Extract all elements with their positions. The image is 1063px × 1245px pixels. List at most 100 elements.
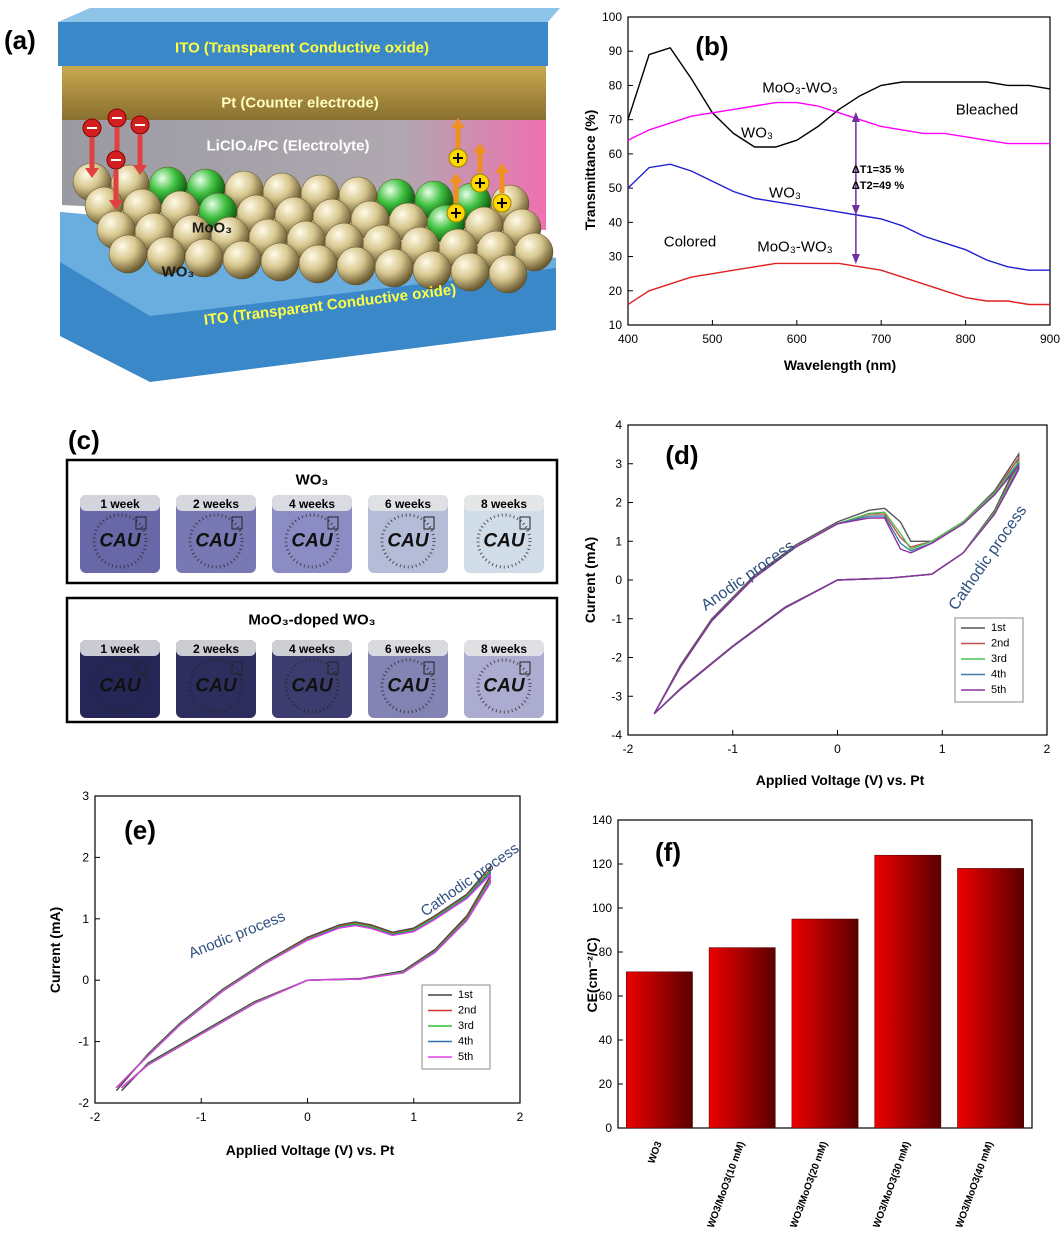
sample-label: 1 week: [100, 497, 140, 511]
y-tick-label: -2: [78, 1096, 89, 1110]
legend-label: 3rd: [991, 653, 1007, 665]
bar: [875, 855, 941, 1128]
series-line: [628, 164, 1050, 270]
legend-label: 3rd: [458, 1020, 474, 1032]
panel-label: (b): [695, 31, 728, 61]
y-tick-label: -3: [611, 689, 622, 703]
x-tick-label: WO3/MoO3(10 mM): [706, 1140, 748, 1229]
y-tick-label: 80: [599, 945, 613, 959]
sample-label: 2 weeks: [193, 497, 239, 511]
y-tick-label: 20: [599, 1077, 613, 1091]
y-tick-label: 60: [599, 989, 613, 1003]
logo-text: CAU: [291, 531, 333, 552]
y-tick-label: 1: [82, 912, 89, 926]
annotation: ΔT1=35 %: [852, 164, 904, 176]
bar: [626, 972, 692, 1128]
y-tick-label: 50: [609, 181, 623, 195]
annotation: Cathodic process: [418, 840, 523, 920]
particle: [489, 255, 527, 293]
particle: [299, 245, 337, 283]
y-tick-label: 100: [592, 901, 612, 915]
y-tick-label: 0: [605, 1121, 612, 1135]
x-tick-label: -2: [90, 1110, 101, 1124]
photo-group-title: WO₃: [296, 472, 329, 489]
particle: [261, 243, 299, 281]
legend-label: 5th: [458, 1051, 473, 1063]
x-tick-label: -2: [623, 742, 634, 756]
x-axis-label: Applied Voltage (V) vs. Pt: [756, 772, 925, 788]
y-tick-label: 90: [609, 44, 623, 58]
material-label: WO₃: [162, 264, 195, 281]
x-tick-label: WO3/MoO3(40 mM): [954, 1140, 996, 1229]
legend-label: 4th: [458, 1036, 473, 1048]
y-tick-label: 140: [592, 813, 612, 827]
x-tick-label: 2: [517, 1110, 524, 1124]
logo-text: CAU: [387, 531, 429, 552]
y-axis-label: Current (mA): [47, 907, 63, 993]
arrow-head: [852, 254, 860, 264]
sample-label: 1 week: [100, 642, 140, 656]
figure: ITO (Transparent Conductive oxide) Pt (C…: [0, 0, 1063, 1245]
y-tick-label: -4: [611, 728, 622, 742]
legend-label: 1st: [458, 989, 473, 1001]
y-tick-label: -1: [78, 1035, 89, 1049]
particle: [375, 249, 413, 287]
series-line: [628, 263, 1050, 304]
y-tick-label: 3: [615, 457, 622, 471]
y-tick-label: 120: [592, 857, 612, 871]
layer-label: ITO (Transparent Conductive oxide): [175, 40, 429, 57]
y-tick-label: 2: [82, 850, 89, 864]
material-label: MoO₃: [192, 220, 232, 237]
pt-layer: [62, 66, 546, 120]
logo-text: CAU: [195, 531, 237, 552]
annotation: Colored: [664, 234, 717, 251]
series-line: [628, 48, 1050, 147]
y-tick-label: 0: [82, 973, 89, 987]
slab-top: [58, 8, 560, 22]
sample-label: 6 weeks: [385, 497, 431, 511]
x-tick-label: 1: [410, 1110, 417, 1124]
sample-label: 6 weeks: [385, 642, 431, 656]
layer-label: LiClO₄/PC (Electrolyte): [206, 138, 369, 155]
particle: [109, 235, 147, 273]
y-tick-label: 10: [609, 318, 623, 332]
y-axis-label: Transmittance (%): [582, 110, 598, 231]
y-tick-label: 40: [599, 1033, 613, 1047]
y-tick-label: 3: [82, 789, 89, 803]
particle: [337, 247, 375, 285]
x-tick-label: 2: [1044, 742, 1051, 756]
logo-text: CAU: [99, 676, 141, 697]
sample-label: 4 weeks: [289, 642, 335, 656]
logo-text: CAU: [291, 676, 333, 697]
particle: [223, 241, 261, 279]
annotation: ΔT2=49 %: [852, 180, 904, 192]
legend-label: 1st: [991, 622, 1006, 634]
legend-label: 5th: [991, 684, 1006, 696]
logo-text: CAU: [483, 676, 525, 697]
y-tick-label: 40: [609, 215, 623, 229]
x-axis-label: Wavelength (nm): [784, 357, 896, 373]
x-axis-label: Applied Voltage (V) vs. Pt: [226, 1142, 395, 1158]
x-tick-label: 0: [834, 742, 841, 756]
x-tick-label: 1: [939, 742, 946, 756]
bar: [957, 868, 1023, 1128]
bar: [709, 948, 775, 1128]
legend-label: 2nd: [991, 638, 1009, 650]
logo-text: CAU: [195, 676, 237, 697]
arrow-head: [852, 205, 860, 215]
x-tick-label: 400: [618, 332, 638, 346]
x-tick-label: WO3/MoO3(20 mM): [789, 1140, 831, 1229]
y-tick-label: -2: [611, 651, 622, 665]
legend-label: 4th: [991, 669, 1006, 681]
y-tick-label: 20: [609, 284, 623, 298]
y-tick-label: 4: [615, 418, 622, 432]
annotation: Anodic process: [186, 908, 287, 962]
logo-text: CAU: [387, 676, 429, 697]
y-tick-label: 30: [609, 250, 623, 264]
y-tick-label: 0: [615, 573, 622, 587]
panel-label: (d): [665, 440, 698, 470]
annotation: Bleached: [956, 102, 1019, 119]
sample-label: 8 weeks: [481, 642, 527, 656]
y-tick-label: 80: [609, 78, 623, 92]
